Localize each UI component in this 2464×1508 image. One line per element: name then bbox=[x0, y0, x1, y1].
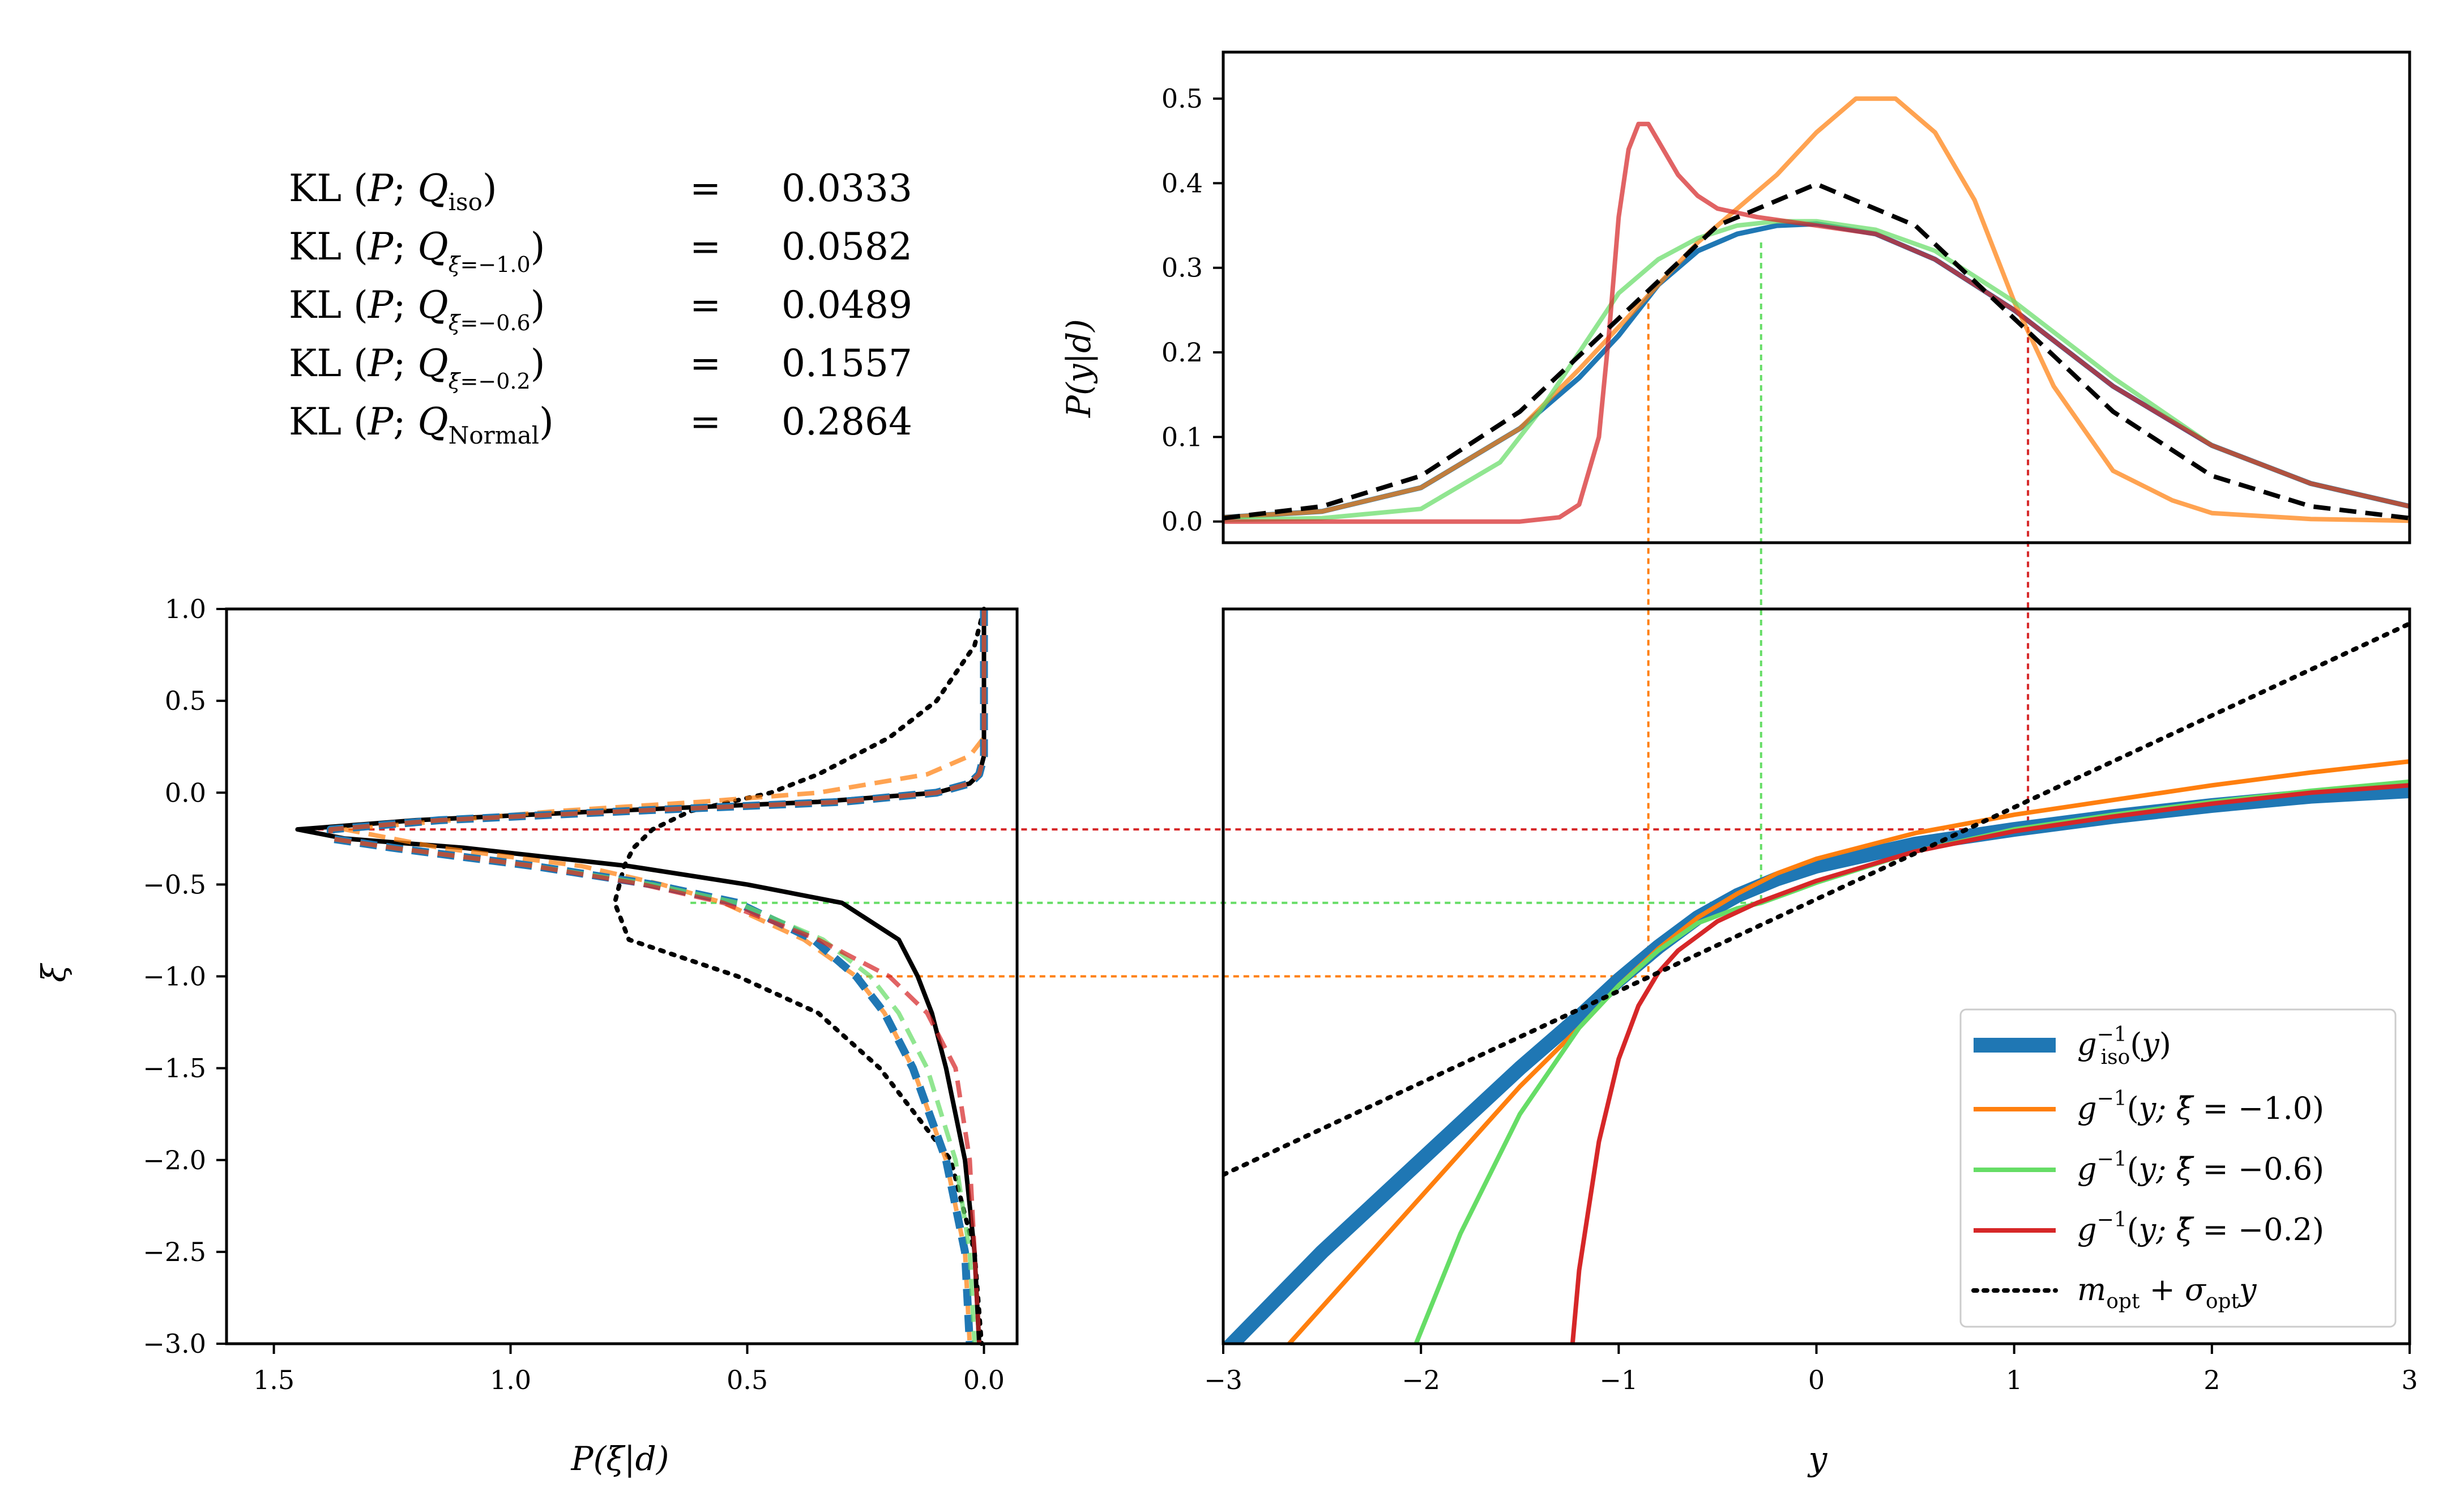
top-ytick-label: 0.5 bbox=[1161, 83, 1203, 114]
top-curve-xi=-0.2 bbox=[1223, 121, 2410, 524]
left-frame bbox=[225, 607, 1019, 1345]
kl-value-xi-m02: 0.1557 bbox=[782, 342, 912, 385]
kl-eq: = bbox=[690, 167, 721, 210]
main-xtick-label: −3 bbox=[1204, 1365, 1242, 1395]
left-xtick-label: 0.0 bbox=[963, 1365, 1005, 1395]
kl-value-xi-m10: 0.0582 bbox=[782, 225, 912, 269]
left-ytick-label: 0.0 bbox=[165, 777, 206, 808]
legend-frame bbox=[1959, 1008, 2397, 1328]
left-xtick-label: 0.5 bbox=[727, 1365, 768, 1395]
kl-label-xi-m10: KL (P; Qξ̄=−1.0) bbox=[289, 225, 545, 277]
left-ytick-label: −3.0 bbox=[143, 1328, 206, 1359]
left-panel: 1.0 0.5 0.0 −0.5 −1.0 −1.5 −2.0 −2.5 −3.0 1.5 1.0 0… bbox=[143, 594, 1019, 1395]
left-curve-xi=-1.0 bbox=[343, 609, 987, 1344]
left-ytick-label: −1.5 bbox=[143, 1053, 206, 1084]
connector-lines bbox=[297, 242, 2030, 978]
left-curve-Normal bbox=[612, 607, 987, 1346]
top-ytick-label: 0.0 bbox=[1161, 506, 1203, 537]
left-ytick-label: −1.0 bbox=[143, 961, 206, 992]
kl-eq: = bbox=[690, 283, 721, 327]
main-frame bbox=[1222, 607, 2411, 1345]
left-curve-xi=-0.2 bbox=[328, 609, 987, 1344]
left-ytick-label: 0.5 bbox=[165, 685, 206, 716]
top-curve-xi=-1.0 bbox=[1223, 96, 2410, 523]
kl-label-iso: KL (P; Qiso) bbox=[289, 167, 497, 216]
kl-label-xi-m06: KL (P; Qξ̄=−0.6) bbox=[289, 283, 545, 335]
top-ytick-label: 0.3 bbox=[1161, 253, 1203, 283]
top-curve-Normal bbox=[1223, 181, 2410, 521]
top-curve-iso bbox=[1223, 221, 2411, 520]
main-xtick-label: 0 bbox=[1808, 1365, 1825, 1395]
main-xtick-label: 3 bbox=[2401, 1365, 2418, 1395]
left-ytick-label: 1.0 bbox=[165, 594, 206, 624]
kl-label-normal: KL (P; QNormal) bbox=[289, 400, 554, 449]
main-xtick-label: −1 bbox=[1599, 1365, 1638, 1395]
left-ytick-label: −0.5 bbox=[143, 869, 206, 900]
legend-label-xi-m02: g−1(y; ξ̄ = −0.2) bbox=[2077, 1208, 2324, 1247]
main-xlabel: y bbox=[1807, 1439, 1828, 1478]
main-curve bbox=[1286, 759, 2410, 1344]
kl-table: KL (P; Qiso) KL (P; Qξ̄=−1.0) KL (P; Qξ̄… bbox=[289, 167, 912, 449]
top-ytick-label: 0.4 bbox=[1161, 168, 1203, 198]
top-ytick-label: 0.2 bbox=[1161, 337, 1203, 368]
kl-eq: = bbox=[690, 225, 721, 269]
kl-value-xi-m06: 0.0489 bbox=[782, 283, 912, 327]
main-curve bbox=[1223, 621, 2410, 1177]
legend: g−1 iso(y) g−1(y; ξ̄ = −1.0) g−1(y; ξ̄ = … bbox=[1959, 1008, 2397, 1328]
kl-label-xi-m02: KL (P; Qξ̄=−0.2) bbox=[289, 342, 545, 394]
kl-eq: = bbox=[690, 400, 721, 444]
main-curve bbox=[1570, 783, 2410, 1344]
left-xtick-label: 1.5 bbox=[253, 1365, 294, 1395]
main-panel: −3 −2 −1 0 1 2 3 bbox=[1204, 607, 2418, 1395]
left-xlabel: P(ξ|d) bbox=[571, 1439, 669, 1478]
left-ytick-label: −2.5 bbox=[143, 1237, 206, 1267]
main-plot-area bbox=[1223, 621, 2410, 1344]
kl-value-iso: 0.0333 bbox=[782, 167, 912, 210]
top-curve-xi=-0.6 bbox=[1223, 219, 2410, 522]
kl-eq: = bbox=[690, 342, 721, 385]
legend-label-iso: g−1 iso(y) bbox=[2077, 1023, 2171, 1069]
kl-value-normal: 0.2864 bbox=[782, 400, 912, 444]
main-xtick-label: 2 bbox=[2203, 1365, 2220, 1395]
top-frame bbox=[1222, 50, 2411, 544]
top-panel: 0.0 0.1 0.2 0.3 0.4 0.5 bbox=[1161, 50, 2411, 544]
left-ytick-label: −2.0 bbox=[143, 1145, 206, 1175]
top-ytick-label: 0.1 bbox=[1161, 421, 1203, 452]
main-xtick-label: −2 bbox=[1402, 1365, 1440, 1395]
left-xtick-label: 1.0 bbox=[490, 1365, 531, 1395]
left-ylabel: ξ bbox=[35, 962, 73, 982]
main-xtick-label: 1 bbox=[2006, 1365, 2022, 1395]
top-ylabel: P(y|d) bbox=[1060, 319, 1098, 418]
